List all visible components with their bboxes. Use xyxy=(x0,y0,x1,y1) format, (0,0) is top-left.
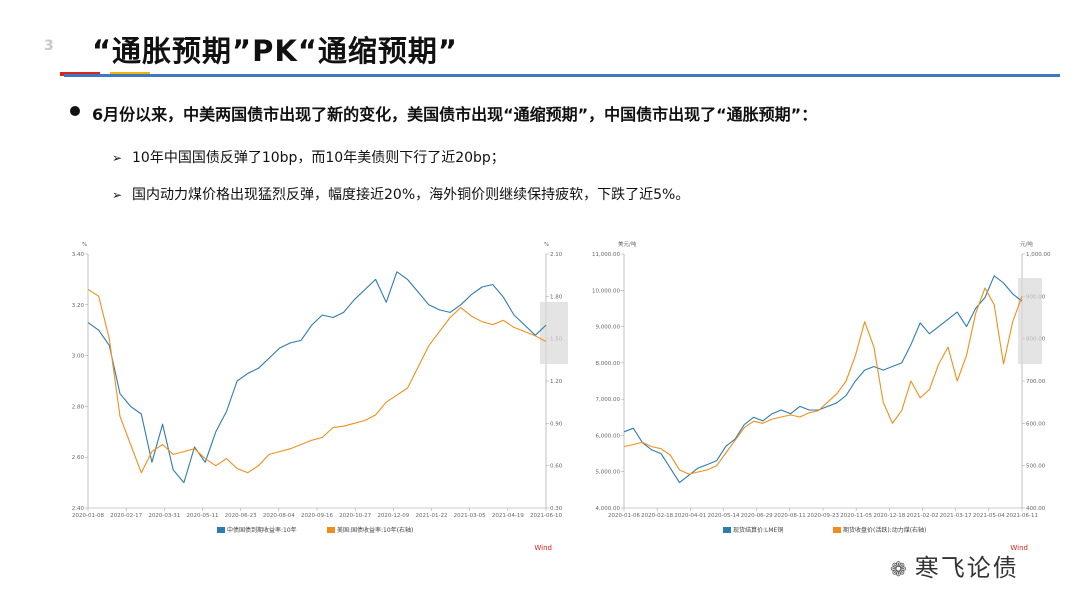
y-tick-label-right: 400.00 xyxy=(1026,506,1046,512)
left-unit-label: % xyxy=(82,242,87,248)
legend-swatch xyxy=(327,527,335,533)
bullet-dot xyxy=(70,106,80,116)
y-tick-label-right: 0.90 xyxy=(550,421,563,427)
x-tick-label: 2020-12-09 xyxy=(377,513,409,519)
x-tick-label: 2020-01-08 xyxy=(72,513,104,519)
x-tick-label: 2021-03-05 xyxy=(454,513,486,519)
legend-swatch xyxy=(723,527,731,533)
x-tick-label: 2021-01-22 xyxy=(416,513,448,519)
source-label: Wind xyxy=(534,544,552,552)
y-tick-label-right: 1.20 xyxy=(550,379,563,385)
sub-point-text: 10年中国国债反弹了10bp，而10年美债则下行了近20bp； xyxy=(132,150,505,166)
x-tick-label: 2021-06-10 xyxy=(530,513,562,519)
arrow-icon: ➢ xyxy=(112,151,123,165)
y-tick-label-right: 0.30 xyxy=(550,506,563,512)
x-tick-label: 2020-06-29 xyxy=(741,513,773,519)
y-tick-label-left: 2.60 xyxy=(72,455,85,461)
watermark: ❁ 寒飞论债 xyxy=(890,548,1019,583)
x-tick-label: 2020-08-04 xyxy=(263,513,295,519)
y-tick-label-right: 0.60 xyxy=(550,464,563,470)
bond-yield-chart-svg: %%3.403.203.002.802.602.402.101.801.501.… xyxy=(72,242,568,552)
y-tick-label-left: 10,000.00 xyxy=(592,288,620,294)
x-tick-label: 2020-05-11 xyxy=(187,513,219,519)
y-tick-label-left: 9,000.00 xyxy=(596,325,621,331)
sub-point-2: ➢ 国内动力煤价格出现猛烈反弹，幅度接近20%，海外铜价则继续保持疲软，下跌了近5… xyxy=(112,184,689,204)
legend-swatch xyxy=(833,527,841,533)
x-tick-label: 2021-06-11 xyxy=(1006,513,1038,519)
y-tick-label-right: 500.00 xyxy=(1026,464,1046,470)
series-line-2 xyxy=(623,287,1023,475)
page-title: “通胀预期”PK“通缩预期” xyxy=(92,34,458,68)
copper-coal-chart: 美元/吨 元/吨 11,000.00 10,000.00 9,000.00 8,000.0… xyxy=(590,232,1060,560)
left-unit-label: 美元/吨 xyxy=(618,240,637,248)
y-tick-label-right: 600.00 xyxy=(1026,421,1046,427)
y-tick-label-right: 1.80 xyxy=(550,294,563,300)
x-tick-label: 2020-03-31 xyxy=(148,513,180,519)
header-divider xyxy=(64,74,1060,77)
y-tick-label-left: 5,000.00 xyxy=(596,470,621,476)
x-tick-label: 2020-04-01 xyxy=(674,513,706,519)
legend-label: 现货结算价:LME铜 xyxy=(733,526,783,534)
y-tick-label-left: 11,000.00 xyxy=(592,252,620,258)
y-tick-label-right: 1,000.00 xyxy=(1026,252,1051,258)
y-tick-label-left: 6,000.00 xyxy=(596,433,621,439)
y-tick-label-left: 2.40 xyxy=(72,506,85,512)
source-label: Wind xyxy=(1010,544,1028,552)
x-tick-label: 2020-12-18 xyxy=(873,513,905,519)
wechat-icon: ❁ xyxy=(890,557,909,581)
y-tick-label-left: 3.20 xyxy=(72,303,85,309)
highlight-box xyxy=(1018,278,1042,364)
logo-mark: 3 xyxy=(44,38,54,54)
x-tick-label: 2020-02-17 xyxy=(110,513,142,519)
y-tick-label-left: 8,000.00 xyxy=(596,361,621,367)
series-line-1 xyxy=(87,271,547,484)
y-tick-label-left: 3.00 xyxy=(72,354,85,360)
copper-coal-chart-svg: 美元/吨 元/吨 11,000.00 10,000.00 9,000.00 8,000.0… xyxy=(592,240,1051,552)
x-tick-label: 2020-09-23 xyxy=(807,513,839,519)
sub-point-text: 国内动力煤价格出现猛烈反弹，幅度接近20%，海外铜价则继续保持疲软，下跌了近5%… xyxy=(132,187,690,203)
x-tick-label: 2020-05-14 xyxy=(708,513,740,519)
series-line-2 xyxy=(87,288,547,474)
y-tick-label-right: 2.10 xyxy=(550,252,563,258)
x-tick-label: 2020-09-16 xyxy=(301,513,333,519)
watermark-text: 寒飞论债 xyxy=(914,554,1019,582)
series-line-1 xyxy=(623,275,1023,484)
x-tick-label: 2020-11-05 xyxy=(840,513,872,519)
arrow-icon: ➢ xyxy=(112,188,123,202)
legend-swatch xyxy=(217,527,225,533)
y-tick-label-left: 2.80 xyxy=(72,404,85,410)
main-point: 6月份以来，中美两国债市出现了新的变化，美国债市出现“通缩预期”，中国债市出现了… xyxy=(92,105,818,124)
x-tick-label: 2021-05-04 xyxy=(973,513,1005,519)
sub-point-1: ➢ 10年中国国债反弹了10bp，而10年美债则下行了近20bp； xyxy=(112,147,505,167)
x-tick-label: 2020-02-18 xyxy=(641,513,673,519)
y-tick-label-left: 3.40 xyxy=(72,252,85,258)
y-tick-label-left: 7,000.00 xyxy=(596,397,621,403)
x-tick-label: 2020-08-11 xyxy=(774,513,806,519)
y-tick-label-right: 700.00 xyxy=(1026,379,1046,385)
x-tick-label: 2021-02-02 xyxy=(907,513,939,519)
legend-label: 中债国债到期收益率:10年 xyxy=(227,526,297,534)
right-unit-label: % xyxy=(544,242,549,248)
x-tick-label: 2021-03-17 xyxy=(940,513,972,519)
x-tick-label: 2020-06-23 xyxy=(225,513,257,519)
bond-yield-chart: %%3.403.203.002.802.602.402.101.801.501.… xyxy=(60,232,580,560)
x-tick-label: 2020-10-27 xyxy=(339,513,371,519)
right-unit-label: 元/吨 xyxy=(1020,240,1033,248)
x-tick-label: 2020-01-06 xyxy=(608,513,640,519)
x-tick-label: 2021-04-19 xyxy=(492,513,524,519)
y-tick-label-left: 4,000.00 xyxy=(596,506,621,512)
legend-label: 期货收盘价(活跃):动力煤(右轴) xyxy=(843,526,926,534)
legend-label: 美国:国债收益率:10年(右轴) xyxy=(337,526,413,534)
highlight-box xyxy=(540,302,568,364)
